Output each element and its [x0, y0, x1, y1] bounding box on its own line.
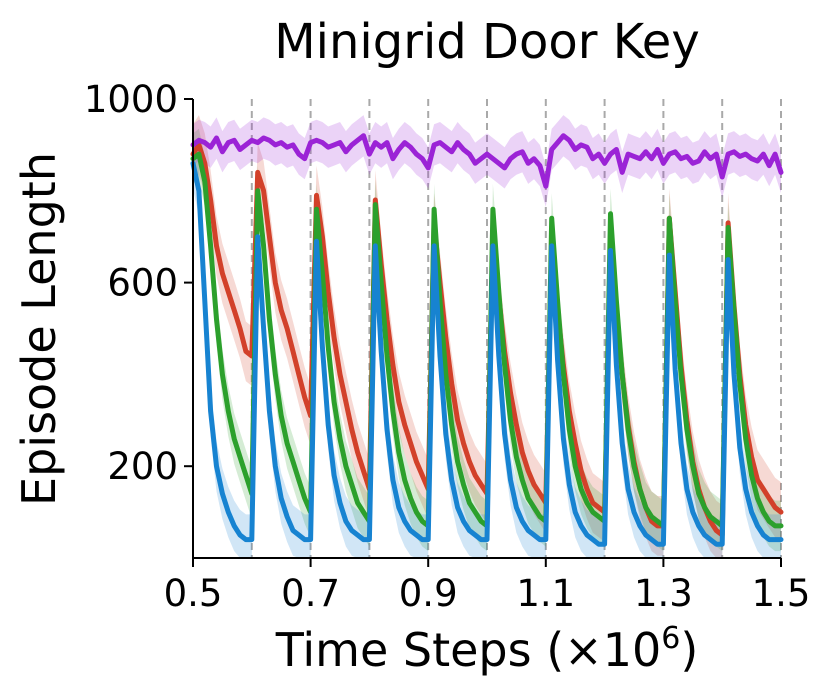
x-axis-label-exponent: 6 [661, 621, 680, 656]
x-tick-label: 0.7 [281, 572, 340, 615]
x-tick-label: 1.5 [752, 572, 811, 615]
y-tick-label: 1000 [84, 78, 178, 121]
x-tick-label: 1.1 [516, 572, 575, 615]
x-tick-label: 0.5 [164, 572, 223, 615]
x-tick-label: 0.9 [399, 572, 458, 615]
y-ticks: 200 600 1000 [84, 78, 193, 488]
x-tick-label: 1.3 [634, 572, 693, 615]
chart-title: Minigrid Door Key [274, 14, 699, 70]
series-band-0 [193, 115, 781, 207]
series-line-3 [190, 160, 784, 547]
y-tick-label: 600 [107, 262, 178, 305]
x-axis-label-text: Time Steps (×10 [275, 623, 662, 677]
x-ticks: 0.5 0.7 0.9 1.1 1.3 1.5 [164, 558, 811, 615]
series-lines [190, 133, 784, 547]
x-axis-label: Time Steps (×106) [275, 621, 699, 677]
y-axis-label: Episode Length [12, 152, 66, 506]
x-axis-label-suffix: ) [680, 623, 698, 677]
series-line-0 [190, 133, 784, 189]
y-tick-label: 200 [107, 445, 178, 488]
